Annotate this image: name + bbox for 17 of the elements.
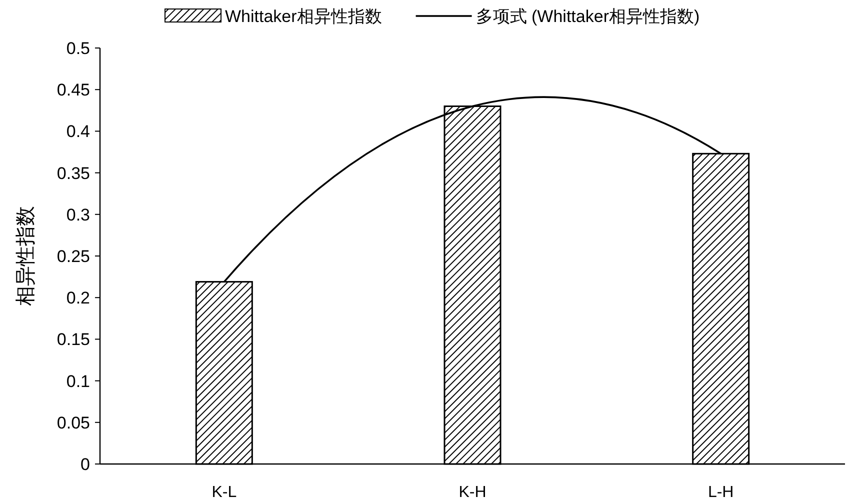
x-tick-label: L-H [708,484,734,501]
y-tick-label: 0 [80,455,90,474]
y-axis-title: 相异性指数 [15,206,37,306]
y-tick-label: 0.35 [56,164,90,183]
y-tick-label: 0.25 [56,247,90,266]
y-tick-label: 0.2 [66,288,90,308]
y-tick-label: 0.05 [56,413,90,432]
y-tick-label: 0.5 [66,39,90,58]
legend-label: Whittaker相异性指数 [225,7,382,26]
y-tick-label: 0.4 [66,122,90,142]
y-tick-label: 0.45 [56,80,90,100]
x-tick-label: K-H [458,484,486,501]
y-tick-label: 0.3 [66,205,90,224]
y-tick-label: 0.1 [66,372,90,391]
x-tick-label: K-L [212,484,237,501]
legend-label: 多项式 (Whittaker相异性指数) [476,7,700,26]
y-tick-label: 0.15 [56,330,90,350]
